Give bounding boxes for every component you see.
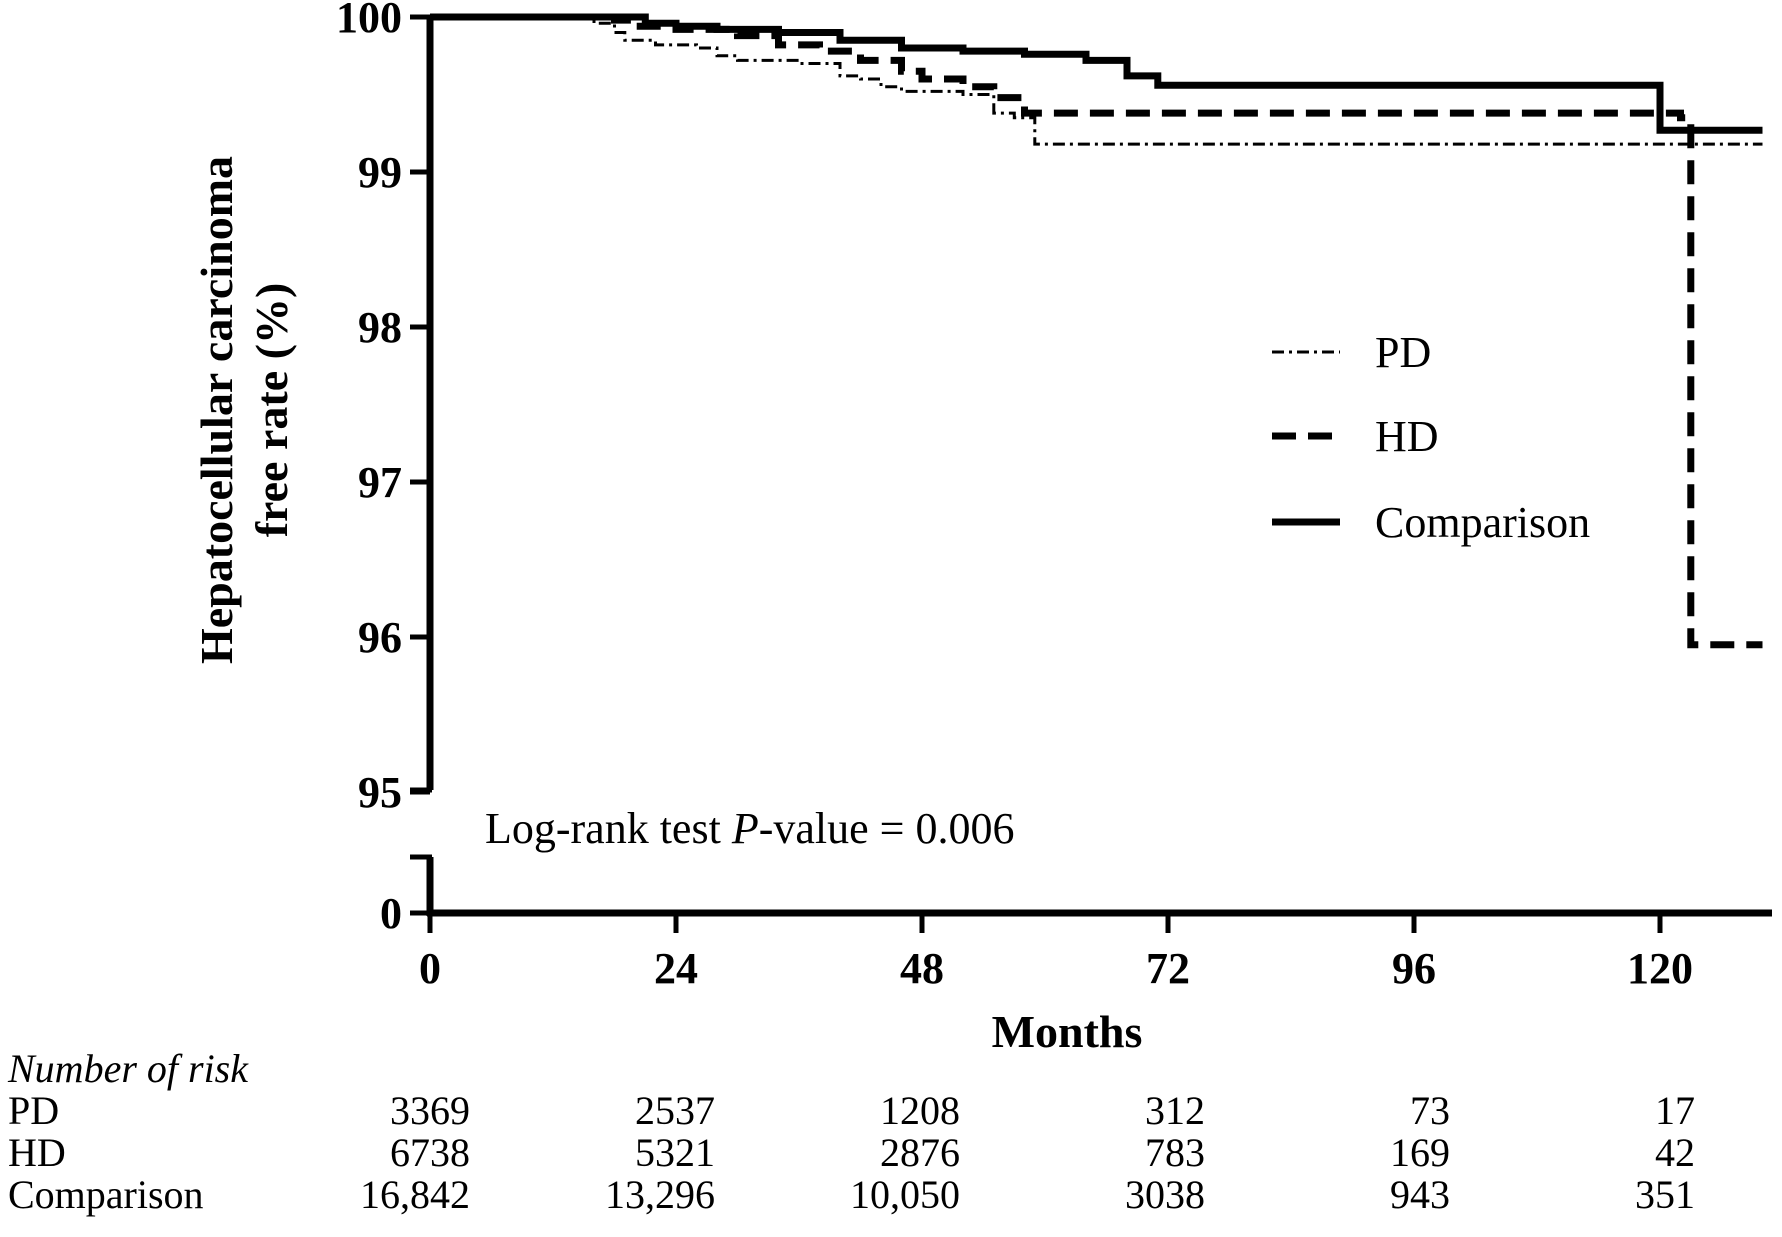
y-tick-label: 100 [336, 0, 402, 42]
risk-row-label: HD [8, 1130, 66, 1175]
y-tick-label: 96 [358, 613, 402, 662]
legend-label-pd: PD [1375, 328, 1431, 377]
x-tick-label: 24 [654, 944, 698, 993]
series-line-comparison [430, 13, 1763, 134]
y-tick-label: 0 [380, 889, 402, 938]
risk-cell: 13,296 [605, 1172, 715, 1217]
risk-cell: 5321 [635, 1130, 715, 1175]
legend: PD HD Comparison [1272, 328, 1590, 547]
x-tick-label: 0 [419, 944, 441, 993]
risk-cell: 783 [1145, 1130, 1205, 1175]
y-tick-label: 95 [358, 768, 402, 817]
y-tick-label: 97 [358, 458, 402, 507]
legend-label-comparison: Comparison [1375, 498, 1590, 547]
y-tick-label: 99 [358, 148, 402, 197]
x-tick-label: 48 [900, 944, 944, 993]
risk-cell: 2537 [635, 1088, 715, 1133]
x-tick-label: 96 [1392, 944, 1436, 993]
risk-cell: 2876 [880, 1130, 960, 1175]
annotation-p: P [731, 804, 759, 853]
risk-cell: 6738 [390, 1130, 470, 1175]
series-line-pd [430, 15, 1763, 146]
risk-cell: 169 [1390, 1130, 1450, 1175]
risk-row-label: PD [8, 1088, 59, 1133]
risk-table: Number of risk PD 3369 2537 1208 312 73 17 HD 67… [7, 1046, 1695, 1217]
series-line-hd [430, 13, 1763, 649]
risk-cell: 10,050 [850, 1172, 960, 1217]
risk-row-label: Comparison [8, 1172, 204, 1217]
risk-cell: 312 [1145, 1088, 1205, 1133]
plot-area [430, 13, 1763, 649]
risk-cell: 351 [1635, 1172, 1695, 1217]
risk-cell: 1208 [880, 1088, 960, 1133]
log-rank-annotation: Log-rank test P-value = 0.006 [485, 804, 1014, 853]
risk-cell: 17 [1655, 1088, 1695, 1133]
x-tick-label: 120 [1627, 944, 1693, 993]
y-axis-title-line2: free rate (%) [246, 283, 297, 538]
legend-label-hd: HD [1375, 412, 1439, 461]
axes: 100 99 98 97 96 95 00 24 48 72 96 120 [336, 0, 1772, 993]
x-tick-label: 72 [1146, 944, 1190, 993]
annotation-prefix: Log-rank test [485, 804, 732, 853]
annotation-suffix: -value = 0.006 [759, 804, 1015, 853]
risk-cell: 3038 [1125, 1172, 1205, 1217]
x-axis-title: Months [992, 1006, 1143, 1057]
risk-cell: 73 [1410, 1088, 1450, 1133]
risk-cell: 3369 [390, 1088, 470, 1133]
risk-table-title: Number of risk [7, 1046, 249, 1091]
risk-cell: 16,842 [360, 1172, 470, 1217]
y-tick-label: 98 [358, 303, 402, 352]
y-axis-title-line1: Hepatocellular carcinoma [191, 156, 242, 664]
risk-cell: 42 [1655, 1130, 1695, 1175]
risk-cell: 943 [1390, 1172, 1450, 1217]
